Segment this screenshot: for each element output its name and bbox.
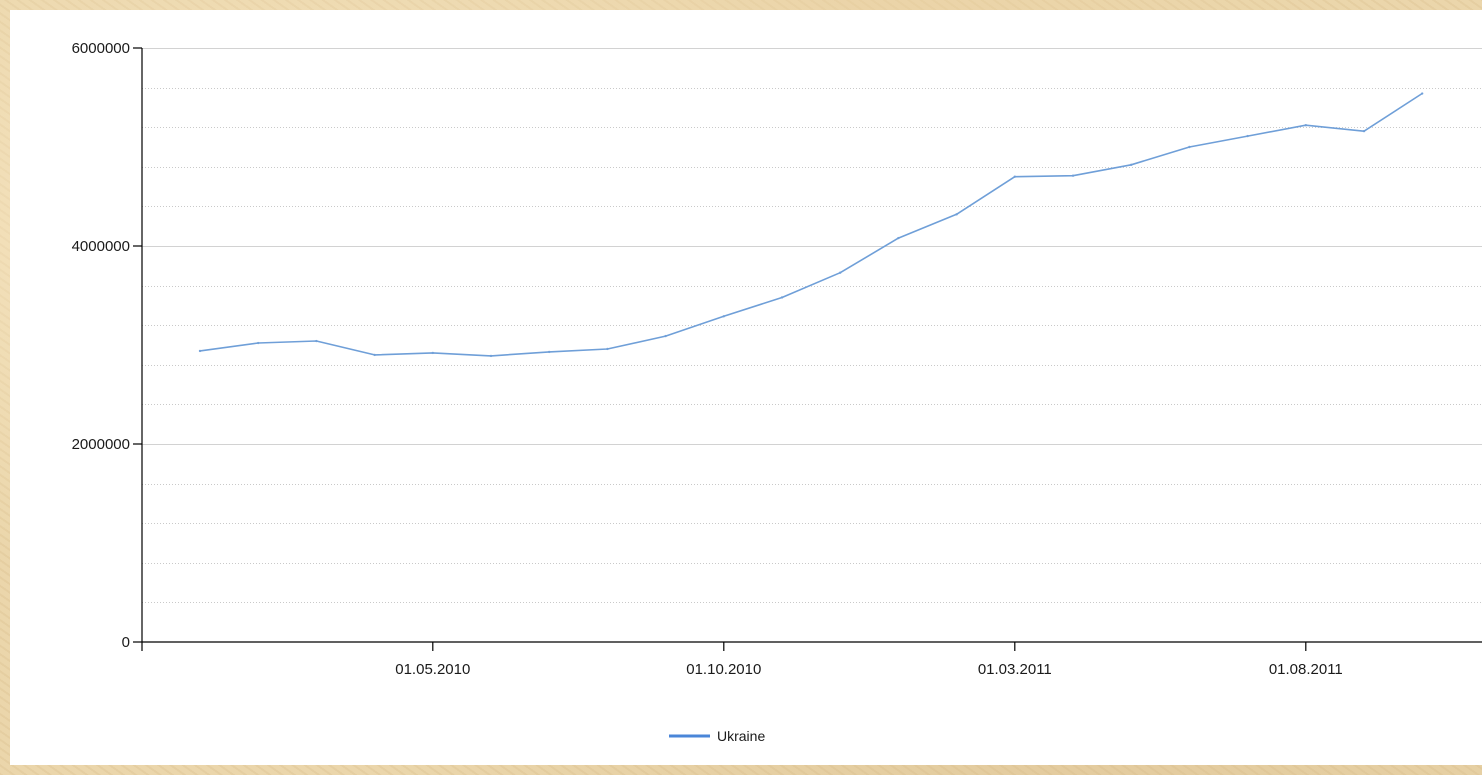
grid-lines bbox=[142, 48, 1482, 603]
data-point bbox=[1304, 124, 1308, 127]
x-tick-label: 01.10.2010 bbox=[686, 661, 761, 678]
data-point bbox=[664, 334, 667, 338]
y-tick-label: 2000000 bbox=[72, 436, 130, 453]
data-point bbox=[1246, 134, 1249, 138]
data-point bbox=[257, 341, 260, 345]
y-tick-label: 6000000 bbox=[72, 40, 130, 57]
data-point bbox=[373, 353, 376, 357]
line-chart: 0 2000000 4000000 6000000 01.05.2010 01.10.20… bbox=[72, 40, 1482, 744]
data-point bbox=[897, 236, 900, 240]
data-point bbox=[489, 354, 493, 358]
data-point bbox=[431, 351, 434, 355]
series bbox=[198, 92, 1424, 358]
x-tick-label: 01.05.2010 bbox=[395, 661, 470, 678]
data-point bbox=[1013, 175, 1016, 178]
data-point bbox=[955, 213, 958, 216]
y-tick-label: 0 bbox=[122, 634, 130, 651]
data-point bbox=[1362, 129, 1366, 133]
data-point bbox=[1421, 92, 1424, 95]
series-line-ukraine bbox=[199, 92, 1423, 357]
data-point bbox=[548, 350, 551, 354]
y-tick-label: 4000000 bbox=[72, 238, 130, 255]
data-point bbox=[1188, 145, 1191, 149]
x-tick-label: 01.03.2011 bbox=[978, 661, 1052, 678]
x-tick-label: 01.08.2011 bbox=[1269, 661, 1343, 678]
legend-label-ukraine: Ukraine bbox=[717, 728, 765, 744]
data-point bbox=[606, 347, 609, 351]
chart-panel: 0 2000000 4000000 6000000 01.05.2010 01.10.20… bbox=[10, 10, 1482, 765]
tick-labels: 0 2000000 4000000 6000000 01.05.2010 01.10.20… bbox=[72, 40, 1343, 678]
legend: Ukraine bbox=[669, 728, 765, 744]
data-point bbox=[198, 349, 202, 353]
data-point bbox=[1071, 174, 1075, 177]
data-point bbox=[780, 296, 784, 299]
data-point bbox=[722, 315, 725, 318]
axes bbox=[141, 48, 1482, 643]
data-point bbox=[1130, 163, 1133, 167]
data-point bbox=[315, 339, 318, 343]
data-point bbox=[839, 271, 842, 274]
